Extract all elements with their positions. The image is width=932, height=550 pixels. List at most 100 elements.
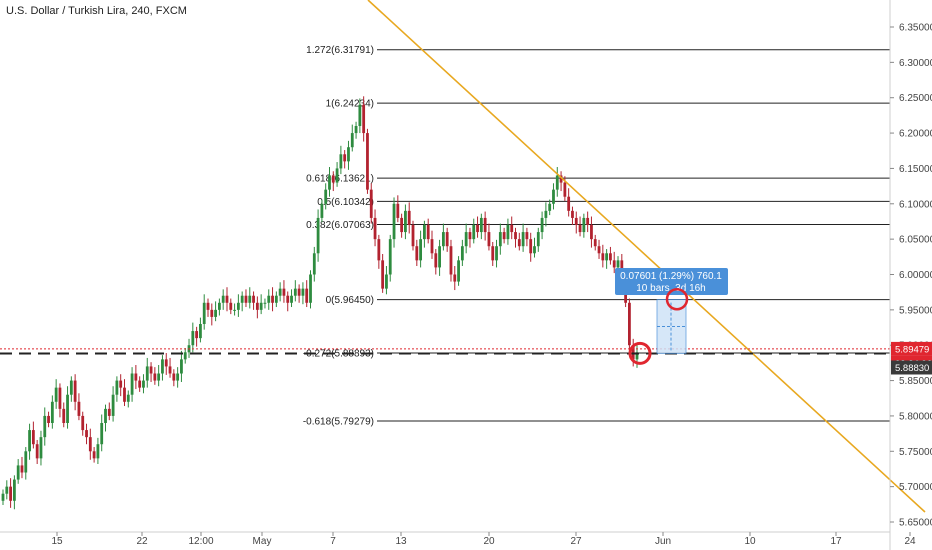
y-tick-label: 6.25000: [899, 93, 932, 104]
candle-body: [571, 210, 574, 218]
candle-body: [616, 260, 620, 268]
candle-body: [544, 210, 548, 218]
candle-body: [328, 175, 331, 190]
y-tick-label: 6.00000: [899, 270, 932, 281]
y-tick-label: 5.80000: [899, 411, 932, 422]
candle-body: [331, 175, 335, 183]
chart-title: U.S. Dollar / Turkish Lira, 240, FXCM: [6, 5, 187, 17]
fib-level-label: 0.382(6.07063): [306, 220, 374, 231]
drawing-overlays[interactable]: 0.07601 (1.29%) 760.110 bars, 3d 16h: [0, 0, 926, 513]
fib-level-label: 1(6.24234): [326, 99, 374, 110]
candle-body: [312, 253, 316, 275]
candle-body: [388, 239, 392, 275]
x-tick-label: 20: [483, 536, 495, 547]
candle-body: [1, 493, 5, 501]
candle-body: [552, 189, 555, 204]
candle-body: [115, 380, 119, 395]
x-tick-label: 12:00: [188, 536, 213, 547]
candle-body: [104, 408, 107, 423]
candle-body: [597, 246, 601, 254]
candle-body: [445, 232, 449, 247]
candle-body: [381, 260, 385, 289]
candle-body: [119, 380, 123, 388]
candle-body: [540, 217, 544, 233]
candle-body: [438, 246, 441, 268]
candle-body: [593, 239, 597, 247]
y-tick-label: 6.10000: [899, 199, 932, 210]
candle-body: [609, 253, 612, 261]
descending-trendline[interactable]: [367, 0, 926, 513]
candle-body: [267, 295, 271, 303]
fib-level-label: -0.618(5.79279): [303, 417, 374, 428]
candle-body: [517, 239, 521, 247]
candle-body: [180, 359, 183, 374]
candle-body: [586, 217, 590, 225]
candle-body: [286, 295, 290, 303]
candle-body: [536, 232, 540, 247]
candle-body: [126, 394, 130, 402]
candle-body: [347, 147, 350, 162]
candle-body: [533, 246, 536, 254]
candle-body: [278, 288, 282, 296]
candle-body: [479, 217, 483, 233]
fib-level-label: 0.618(6.13621): [306, 174, 374, 185]
candle-body: [631, 345, 635, 360]
candle-body: [472, 225, 476, 240]
candle-body: [5, 486, 9, 494]
candle-body: [134, 373, 138, 381]
candle-body: [221, 295, 225, 303]
fib-level-label: 0.5(6.10342): [317, 197, 374, 208]
dashed-level-tag: [891, 360, 932, 375]
x-tick-label: 22: [136, 536, 148, 547]
y-tick-label: 6.35000: [899, 23, 932, 34]
candle-body: [107, 408, 111, 416]
candle-body: [430, 239, 434, 254]
candle-body: [214, 309, 217, 317]
candle-body: [411, 225, 415, 247]
candle-body: [628, 302, 631, 346]
last-price-tag-label: 5.89479: [895, 344, 929, 355]
candle-body: [123, 387, 126, 402]
candle-body: [362, 104, 366, 134]
candle-body: [563, 182, 567, 197]
candle-body: [100, 423, 104, 445]
candle-body: [305, 288, 309, 303]
x-tick-label: Jun: [655, 536, 671, 547]
candle-body: [176, 373, 180, 381]
y-tick-label: 5.65000: [899, 518, 932, 529]
candle-body: [240, 295, 244, 303]
candle-body: [476, 225, 479, 233]
candle-body: [358, 104, 362, 126]
candle-body: [66, 394, 69, 423]
candle-body: [495, 246, 498, 261]
candle-body: [35, 444, 39, 459]
candle-body: [514, 232, 517, 240]
candle-body: [130, 373, 134, 395]
candle-body: [468, 232, 472, 240]
candle-body: [369, 189, 373, 218]
candle-body: [487, 232, 491, 247]
candle-body: [635, 352, 639, 360]
candle-body: [567, 196, 571, 211]
candle-body: [320, 203, 324, 218]
candle-body: [502, 232, 506, 240]
candle-body: [69, 380, 73, 395]
candle-body: [202, 302, 206, 324]
candle-body: [271, 295, 274, 303]
candle-body: [195, 331, 199, 339]
candle-body: [335, 168, 339, 183]
candle-body: [274, 295, 278, 303]
candle-body: [521, 232, 525, 247]
candle-body: [183, 352, 187, 360]
candle-body: [244, 295, 248, 303]
candle-body: [50, 401, 54, 423]
candle-body: [157, 373, 161, 381]
candle-body: [145, 366, 149, 381]
candle-body: [457, 260, 460, 282]
candle-body: [510, 225, 514, 233]
candle-body: [339, 154, 343, 169]
candle-body: [324, 189, 328, 204]
candle-body: [43, 415, 47, 438]
candle-body: [92, 451, 96, 459]
